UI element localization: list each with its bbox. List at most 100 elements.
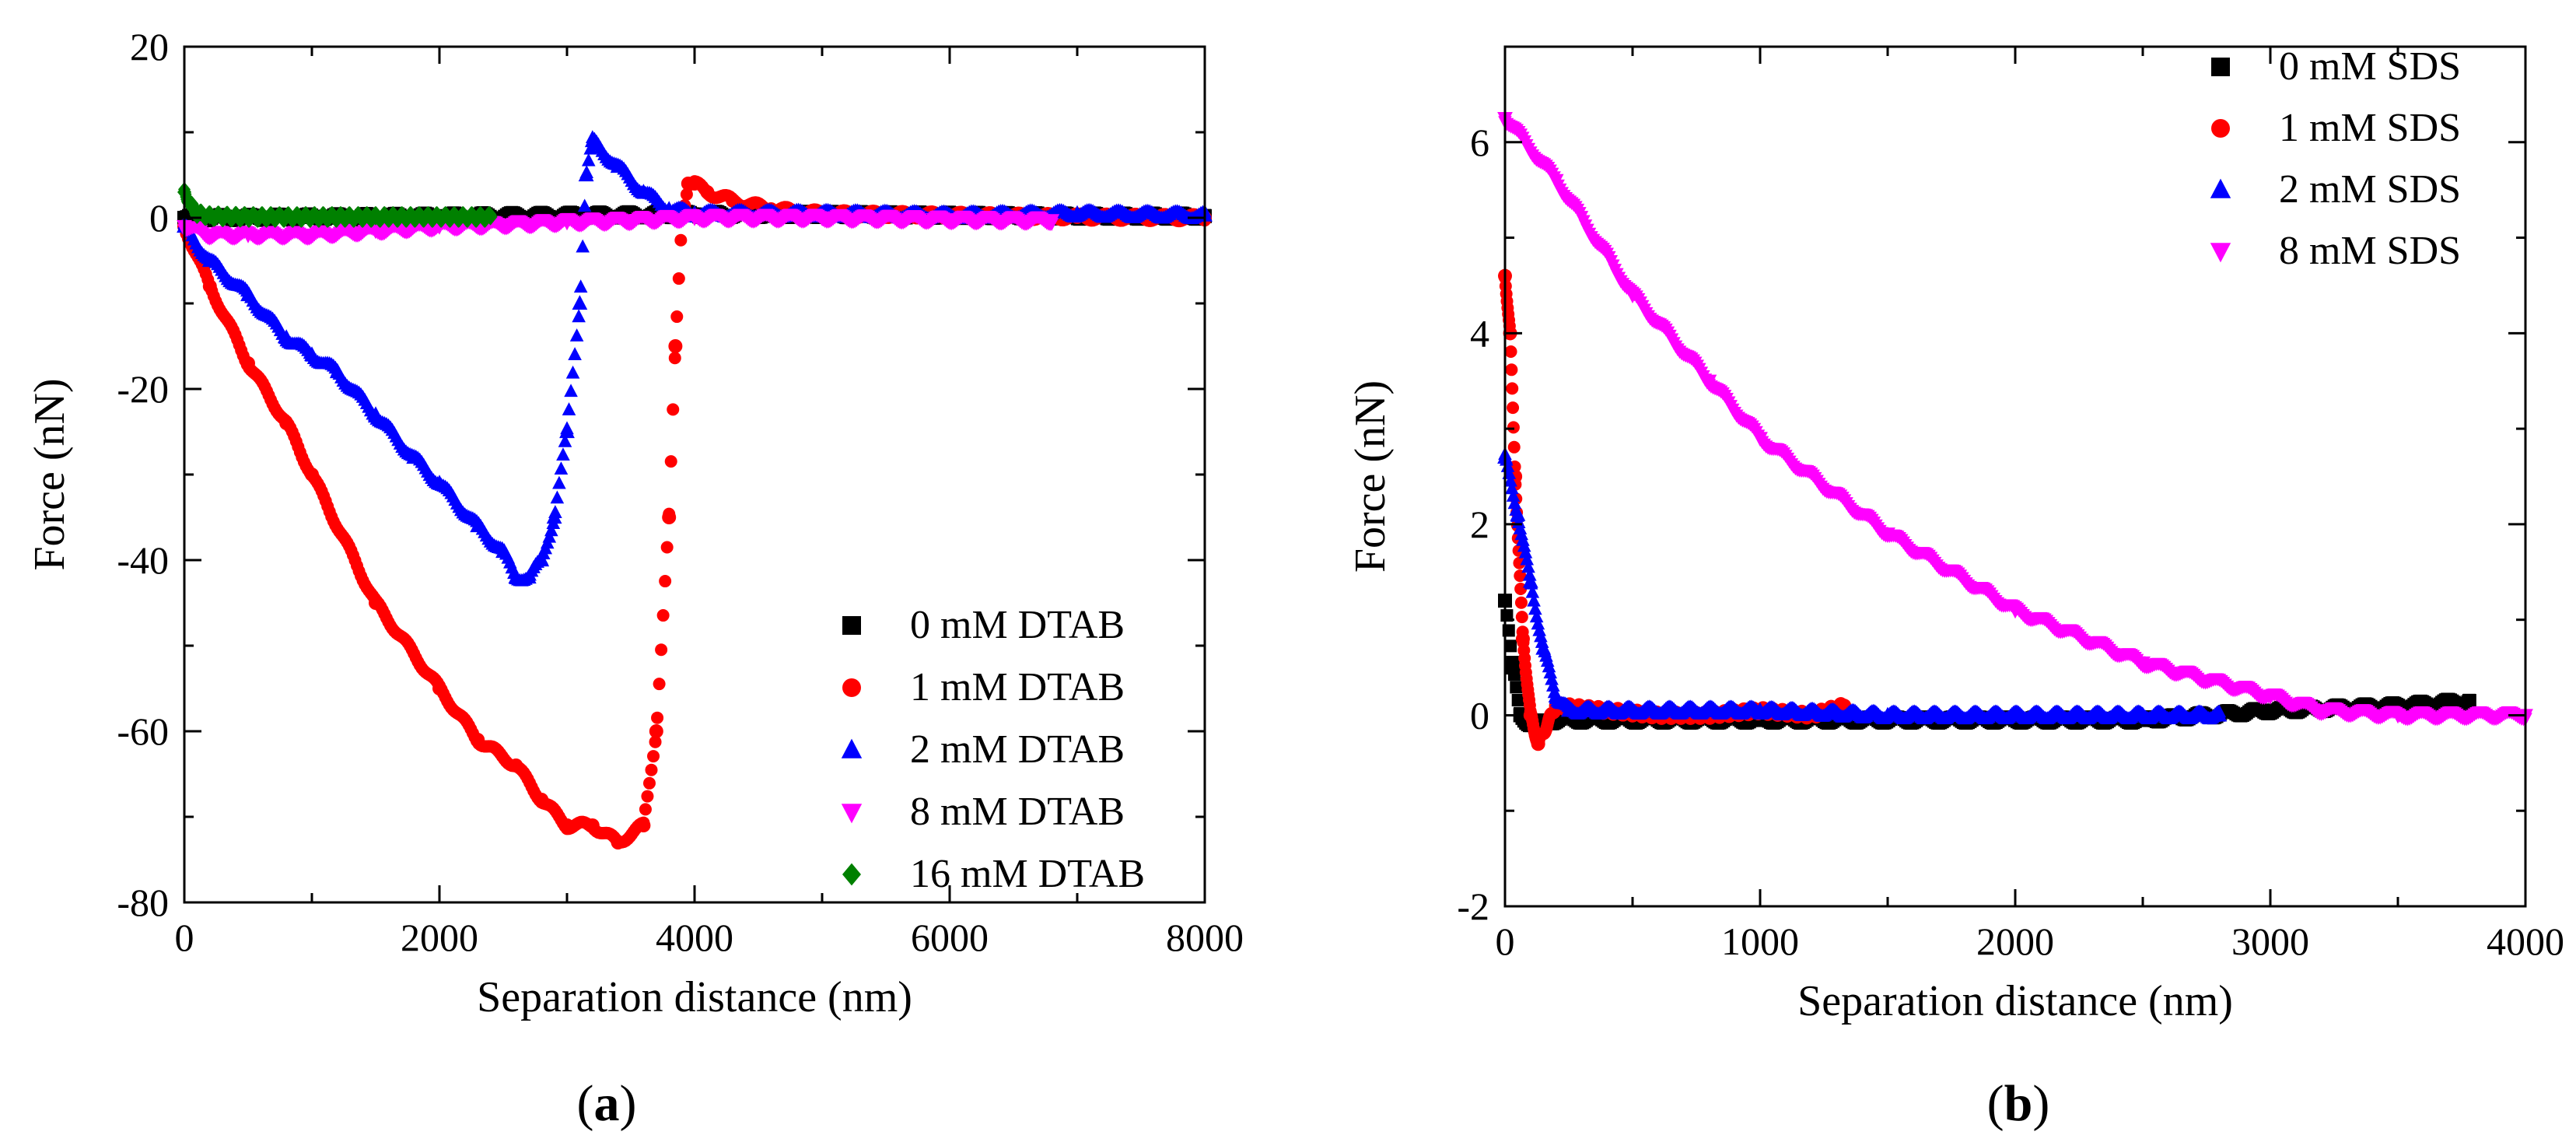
trace-marker (653, 678, 666, 691)
trace-marker (562, 402, 576, 415)
legend-marker (842, 863, 861, 886)
trace-marker (2212, 704, 2227, 718)
trace-marker (542, 529, 557, 543)
trace-marker (670, 310, 684, 324)
trace-marker (560, 421, 574, 435)
y-tick-label: -80 (117, 881, 169, 924)
trace-marker (1515, 611, 1528, 624)
legend-marker (841, 738, 863, 758)
x-tick-label: 4000 (2487, 920, 2564, 963)
trace-marker (548, 505, 562, 518)
trace-marker (1520, 552, 1535, 566)
trace-marker (1506, 382, 1519, 395)
trace-marker (546, 516, 561, 530)
trace-marker (1045, 218, 1059, 231)
y-tick-label: -40 (117, 538, 169, 582)
legend-entry: 0 mM SDS (2279, 44, 2461, 89)
legend-marker (2210, 243, 2231, 263)
trace-marker (668, 352, 681, 365)
trace-marker (1505, 481, 1519, 495)
trace-marker (664, 455, 677, 468)
legend-marker (2210, 178, 2231, 198)
trace-marker (1510, 681, 1523, 694)
trace-marker (1506, 489, 1521, 502)
panel-label: (a) (577, 1075, 637, 1132)
x-axis-title: Separation distance (nm) (477, 973, 912, 1021)
trace-marker (1522, 567, 1537, 581)
x-tick-label: 0 (175, 916, 194, 959)
panel-label: (b) (1987, 1075, 2050, 1132)
y-axis-title: Force (nN) (26, 378, 74, 570)
series-2-mm-sds (1497, 447, 2228, 725)
y-tick-label: -2 (1457, 885, 1489, 928)
trace-marker (1509, 503, 1523, 516)
trace-marker (550, 490, 565, 504)
trace-marker (1510, 509, 1524, 522)
trace-marker (573, 279, 588, 293)
trace-marker (1521, 559, 1535, 573)
trace-marker (1507, 496, 1522, 510)
x-tick-label: 2000 (1976, 920, 2054, 963)
y-tick-label: 4 (1470, 311, 1489, 355)
data-point (668, 339, 683, 353)
trace-marker (1507, 668, 1521, 681)
legend-marker (2211, 58, 2230, 76)
legend-entry: 1 mM SDS (2279, 106, 2461, 150)
trace-marker (1516, 625, 1529, 639)
data-point (572, 295, 588, 310)
x-axis-title: Separation distance (nm) (1797, 977, 2233, 1025)
trace-marker (581, 152, 596, 166)
legend-entry: 8 mM SDS (2279, 229, 2461, 273)
x-tick-label: 0 (1496, 920, 1515, 963)
trace-marker (1516, 532, 1530, 546)
trace-marker (1514, 596, 1528, 609)
y-tick-label: 0 (1470, 693, 1489, 737)
x-tick-label: 6000 (911, 916, 989, 959)
legend (2210, 58, 2231, 263)
legend-marker (841, 804, 863, 824)
trace-marker (649, 735, 662, 748)
series-8-mm-sds (1497, 111, 2533, 727)
trace-marker (1513, 556, 1526, 569)
trace-marker (674, 233, 688, 247)
trace-marker (1524, 576, 1538, 590)
trace-marker (568, 347, 582, 360)
trace-marker (1499, 452, 1514, 466)
trace-marker (645, 763, 658, 776)
trace-marker (1525, 584, 1540, 598)
trace-marker (556, 447, 570, 461)
trace-marker (1507, 401, 1520, 415)
y-tick-label: 2 (1470, 503, 1489, 546)
trace-marker (663, 507, 676, 520)
trace-marker (565, 365, 580, 379)
trace-marker (569, 328, 584, 342)
trace-marker (639, 803, 652, 816)
trace-marker (1529, 609, 1544, 623)
legend (841, 616, 863, 886)
trace-marker (554, 461, 569, 475)
trace-marker (1517, 538, 1531, 552)
trace-marker (1504, 639, 1517, 653)
trace-marker (564, 384, 578, 398)
trace-marker (641, 790, 654, 803)
trace-marker (637, 816, 650, 829)
trace-marker (1500, 609, 1514, 622)
trace-marker (642, 776, 656, 790)
trace-marker (1514, 583, 1528, 596)
x-tick-label: 4000 (656, 916, 733, 959)
x-tick-label: 2000 (401, 916, 478, 959)
trace-marker (552, 475, 566, 489)
trace-marker (1506, 656, 1519, 669)
panel-letter: a (594, 1075, 620, 1132)
data-point (649, 724, 663, 738)
panel-b: (b) (1497, 45, 2533, 1132)
x-tick-label: 3000 (2231, 920, 2309, 963)
y-tick-label: 0 (149, 196, 169, 240)
trace-marker (1547, 685, 1562, 699)
legend-entry: 2 mM DTAB (910, 727, 1125, 772)
trace-marker (1528, 601, 1542, 615)
plot-frame (183, 45, 1206, 904)
y-tick-label: -20 (117, 367, 169, 411)
